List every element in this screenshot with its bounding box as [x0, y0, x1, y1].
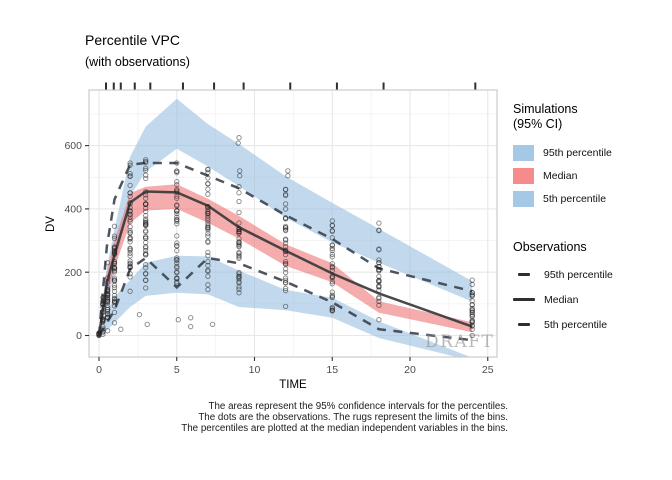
confidence-bands — [99, 98, 473, 357]
red-swatch-icon — [513, 167, 534, 184]
legend-item-obs-95th: 95th percentile — [513, 262, 669, 287]
legend-title-observations: Observations — [513, 240, 587, 254]
legend-item-label: 5th percentile — [544, 318, 608, 331]
y-axis-title: DV — [45, 216, 57, 232]
dashed-line-icon — [513, 323, 535, 326]
svg-text:5: 5 — [174, 364, 180, 376]
axis-ticks: 0 5 10 15 20 25 0 200 400 600 — [64, 140, 493, 376]
caption-line-1: The areas represent the 95% confidence i… — [208, 401, 508, 412]
svg-text:20: 20 — [404, 364, 416, 376]
blue-swatch-icon — [513, 190, 534, 207]
caption-line-2: The dots are the observations. The rugs … — [198, 412, 508, 424]
bin-rug-marks — [104, 82, 477, 91]
legend-item-sim-95th: 95th percentile — [513, 141, 669, 164]
plot-subtitle: (with observations) — [85, 55, 190, 69]
svg-text:200: 200 — [64, 267, 82, 279]
blue-swatch-icon — [513, 144, 534, 161]
legend-observations-block: Observations 95th percentile Median 5th … — [513, 240, 669, 337]
solid-line-icon — [513, 298, 535, 301]
observation-dots — [96, 135, 475, 339]
legend-item-label: 95th percentile — [543, 146, 612, 159]
svg-text:600: 600 — [64, 140, 82, 152]
legend-item-label: Median — [544, 293, 579, 306]
svg-text:25: 25 — [482, 364, 494, 376]
legend-item-obs-median: Median — [513, 287, 669, 312]
legend-title-simulations: Simulations (95% CI) — [513, 102, 669, 132]
svg-text:10: 10 — [249, 364, 261, 376]
observations-legend-items: 95th percentile Median 5th percentile — [513, 262, 669, 337]
legend-item-label: 5th percentile — [543, 192, 607, 205]
svg-text:0: 0 — [96, 364, 102, 376]
caption-line-3: The percentiles are plotted at the media… — [181, 423, 508, 435]
legend-simulations-line2: (95% CI) — [513, 117, 563, 131]
dashed-line-icon — [513, 273, 535, 276]
legend-item-obs-5th: 5th percentile — [513, 312, 669, 337]
legend-item-label: Median — [543, 169, 578, 182]
legend-simulations-line1: Simulations — [513, 102, 578, 116]
svg-text:15: 15 — [326, 364, 338, 376]
legend-item-sim-median: Median — [513, 164, 669, 187]
legend-item-label: 95th percentile — [544, 268, 613, 281]
draft-watermark: DRAFT — [425, 332, 494, 352]
simulations-legend-items: 95th percentile Median 5th percentile — [513, 141, 669, 210]
legend: Simulations (95% CI) 95th percentile Med… — [513, 102, 669, 337]
plot-title: Percentile VPC — [85, 32, 180, 48]
svg-text:400: 400 — [64, 204, 82, 216]
panel-border — [88, 89, 498, 358]
legend-item-sim-5th: 5th percentile — [513, 187, 669, 210]
x-axis-title: TIME — [279, 379, 307, 391]
caption: The areas represent the 95% confidence i… — [0, 401, 508, 435]
svg-text:0: 0 — [76, 330, 82, 342]
